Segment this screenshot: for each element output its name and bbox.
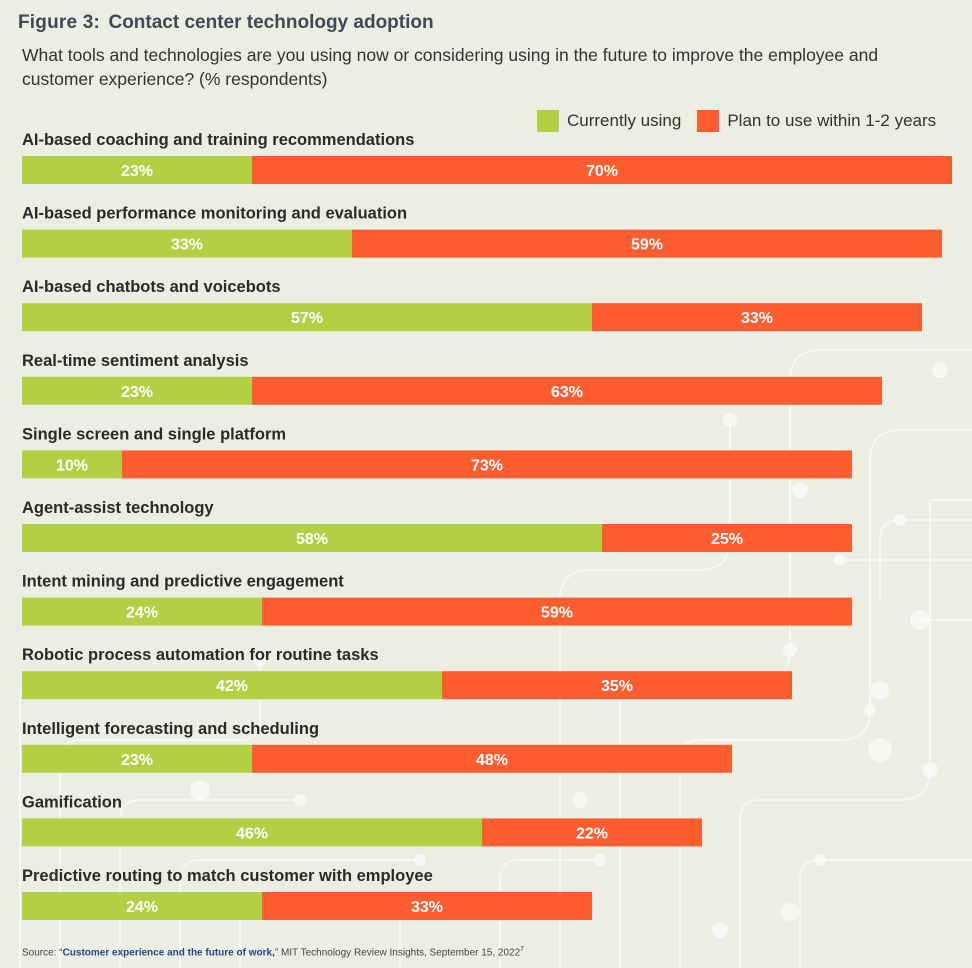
- data-label: 70%: [586, 163, 618, 180]
- bar-currently-using: [22, 524, 602, 552]
- data-label: 48%: [476, 752, 508, 769]
- data-label: 10%: [56, 457, 88, 474]
- legend-label-currently-using: Currently using: [567, 111, 682, 130]
- bar-plan-to-use: [442, 671, 792, 700]
- source-link[interactable]: Customer experience and the future of wo…: [62, 947, 275, 959]
- bar-plan-to-use: [482, 818, 702, 847]
- legend-swatch-plan-to-use: [697, 110, 720, 132]
- bar-currently-using: [22, 744, 252, 773]
- figure-label: Figure 3:: [18, 12, 101, 33]
- category-label: Predictive routing to match customer wit…: [22, 867, 433, 885]
- bar-currently-using: [22, 597, 262, 626]
- bar-currently-using: [22, 818, 482, 847]
- data-label: 24%: [126, 899, 158, 916]
- bar-plan-to-use: [252, 744, 732, 773]
- bar-currently-using: [22, 303, 592, 332]
- chart-subtitle: What tools and technologies are you usin…: [22, 45, 879, 89]
- category-label: Single screen and single platform: [22, 425, 286, 443]
- bar-currently-using: [22, 156, 252, 184]
- data-label: 22%: [576, 825, 608, 842]
- bar-plan-to-use: [122, 450, 852, 479]
- category-label: AI-based coaching and training recommend…: [22, 131, 414, 149]
- bar-currently-using: [22, 892, 262, 920]
- legend: Currently using Plan to use within 1-2 y…: [537, 110, 952, 132]
- legend-swatch-currently-using: [537, 110, 559, 132]
- data-label: 59%: [631, 237, 663, 254]
- category-label: Gamification: [22, 793, 122, 811]
- category-label: AI-based performance monitoring and eval…: [22, 205, 407, 223]
- data-label: 59%: [541, 605, 573, 622]
- bar-plan-to-use: [252, 156, 952, 184]
- data-label: 57%: [291, 310, 323, 327]
- data-label: 33%: [411, 899, 443, 916]
- data-label: 63%: [551, 384, 583, 401]
- category-label: Real-time sentiment analysis: [22, 352, 249, 370]
- legend-item-currently-using: Currently using: [537, 110, 681, 132]
- data-label: 23%: [121, 163, 153, 180]
- data-label: 23%: [121, 752, 153, 769]
- source-prefix: Source: “: [22, 947, 63, 959]
- data-label: 25%: [711, 531, 743, 548]
- bar-plan-to-use: [602, 524, 852, 552]
- bar-currently-using: [22, 450, 122, 479]
- bar-plan-to-use: [592, 303, 922, 332]
- legend-item-plan-to-use: Plan to use within 1-2 years: [697, 110, 936, 132]
- category-label: Intent mining and predictive engagement: [22, 573, 344, 591]
- data-label: 35%: [601, 678, 633, 695]
- category-label: Robotic process automation for routine t…: [22, 646, 379, 664]
- source-suffix: ” MIT Technology Review Insights, Septem…: [274, 947, 521, 959]
- source-note: Source: “Customer experience and the fut…: [22, 946, 524, 958]
- data-label: 73%: [471, 457, 503, 474]
- source-footnote: 7: [520, 946, 525, 953]
- data-label: 33%: [171, 237, 203, 254]
- figure-header: Figure 3: Contact center technology adop…: [18, 12, 434, 34]
- data-label: 24%: [126, 605, 158, 622]
- data-label: 23%: [121, 384, 153, 401]
- bar-plan-to-use: [252, 376, 882, 405]
- category-label: AI-based chatbots and voicebots: [22, 278, 281, 296]
- data-label: 46%: [236, 825, 268, 842]
- category-label: Intelligent forecasting and scheduling: [22, 720, 319, 738]
- data-label: 42%: [216, 678, 248, 695]
- bar-currently-using: [22, 376, 252, 405]
- category-label: Agent-assist technology: [22, 499, 214, 517]
- bar-plan-to-use: [262, 892, 592, 920]
- bar-plan-to-use: [262, 597, 852, 626]
- data-label: 58%: [296, 531, 328, 548]
- legend-label-plan-to-use: Plan to use within 1-2 years: [727, 111, 937, 130]
- data-label: 33%: [741, 310, 773, 327]
- bar-currently-using: [22, 229, 352, 258]
- chart-title: Contact center technology adoption: [108, 12, 434, 33]
- bar-currently-using: [22, 671, 442, 700]
- bar-plan-to-use: [352, 229, 942, 258]
